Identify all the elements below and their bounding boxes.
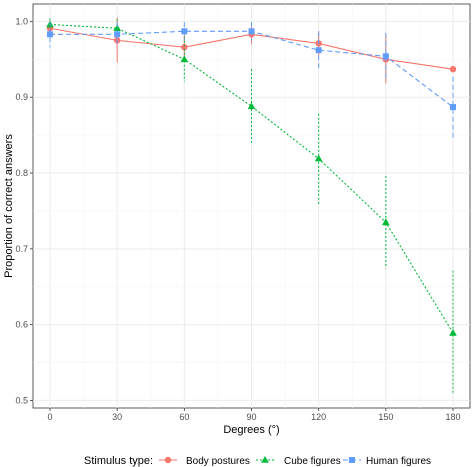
data-point <box>248 28 255 35</box>
data-point <box>181 28 188 35</box>
data-point <box>247 102 256 110</box>
y-tick-label: 0.5 <box>15 395 28 405</box>
legend-label: Human figures <box>366 456 431 467</box>
series-cube-figures <box>46 18 457 395</box>
x-tick-label: 0 <box>47 412 52 422</box>
data-point <box>449 328 457 336</box>
data-point <box>382 218 390 226</box>
y-axis: 0.5 0.6 0.7 0.8 0.9 1.0 <box>15 16 33 405</box>
x-tick-label: 30 <box>112 412 122 422</box>
data-point <box>382 53 389 60</box>
y-tick-label: 1.0 <box>15 16 28 26</box>
y-tick-label: 0.7 <box>15 244 28 254</box>
legend-item: Body postures <box>159 456 250 467</box>
legend-key-marker <box>349 457 355 463</box>
legend-key-marker <box>261 456 269 463</box>
x-tick-label: 90 <box>246 412 256 422</box>
legend-item: Cube figures <box>256 456 341 467</box>
data-point <box>450 104 456 111</box>
x-tick-label: 180 <box>445 412 460 422</box>
y-tick-label: 0.6 <box>15 320 28 330</box>
series-layer <box>46 17 457 395</box>
legend-title: Stimulus type: <box>84 455 153 467</box>
x-tick-label: 120 <box>311 412 326 422</box>
data-point <box>180 55 189 63</box>
data-point <box>315 47 322 54</box>
y-tick-label: 0.9 <box>15 92 28 102</box>
legend-label: Cube figures <box>284 456 341 467</box>
legend-key-marker <box>164 456 172 464</box>
x-tick-label: 150 <box>378 412 393 422</box>
data-point <box>181 44 188 51</box>
y-axis-title: Proportion of correct answers <box>3 134 15 278</box>
y-tick-label: 0.8 <box>15 168 28 178</box>
x-axis: 0 30 60 90 120 150 180 <box>47 408 461 422</box>
legend: Stimulus type: Body postures Cube figures… <box>84 455 431 467</box>
data-point <box>314 154 323 162</box>
x-tick-label: 60 <box>179 412 189 422</box>
data-point <box>449 65 457 73</box>
data-point <box>113 24 121 32</box>
data-point <box>114 31 121 38</box>
series-human-figures <box>47 21 456 139</box>
data-point <box>47 31 53 38</box>
plot-panel <box>32 3 471 409</box>
legend-label: Body postures <box>186 456 250 467</box>
legend-item: Human figures <box>343 456 431 467</box>
x-axis-title: Degrees (°) <box>223 424 279 436</box>
